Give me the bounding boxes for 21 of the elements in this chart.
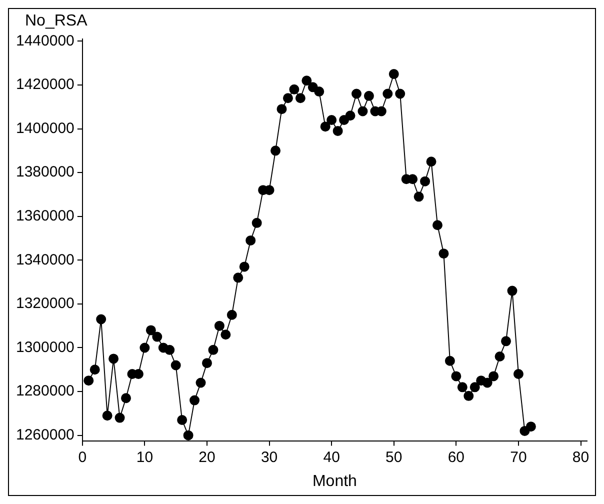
y-tick-label: 1300000 bbox=[16, 338, 74, 356]
y-tick-label: 1420000 bbox=[16, 76, 74, 94]
x-tick-label: 10 bbox=[136, 448, 154, 466]
y-tick-label: 1340000 bbox=[16, 251, 74, 268]
y-tick-label: 1440000 bbox=[16, 32, 74, 50]
x-tick-label: 0 bbox=[78, 448, 87, 466]
x-tick-label: 50 bbox=[386, 448, 402, 466]
y-tick-label: 1280000 bbox=[16, 382, 74, 400]
y-tick-label: 1320000 bbox=[16, 295, 74, 312]
x-tick-label: 30 bbox=[260, 448, 278, 466]
y-tick-label: 1260000 bbox=[16, 426, 74, 444]
y-tick-label: 1360000 bbox=[16, 208, 74, 224]
y-tick-label: 1380000 bbox=[16, 164, 74, 181]
x-tick-label: 80 bbox=[572, 448, 590, 466]
x-tick-label: 40 bbox=[323, 448, 340, 466]
x-tick-label: 60 bbox=[448, 448, 465, 466]
x-tick-label: 70 bbox=[510, 448, 527, 466]
x-axis-title: Month bbox=[312, 472, 357, 490]
y-axis-title: No_RSA bbox=[25, 12, 88, 30]
y-tick-label: 1400000 bbox=[16, 120, 74, 137]
x-tick-label: 20 bbox=[198, 448, 216, 466]
